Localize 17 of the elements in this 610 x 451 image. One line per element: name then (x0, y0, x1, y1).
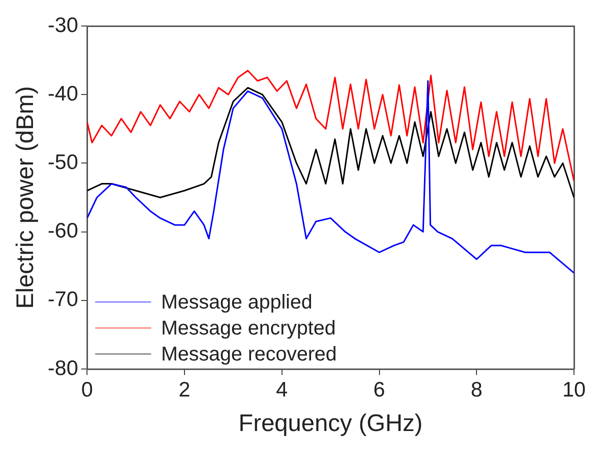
y-tick-label: -80 (48, 356, 78, 380)
y-tick-label: -70 (48, 288, 78, 312)
x-tick-label: 4 (276, 378, 288, 402)
x-tick-label: 10 (562, 378, 586, 402)
x-tick-label: 0 (81, 378, 93, 402)
legend-label: Message recovered (161, 344, 337, 366)
x-tick-label: 8 (470, 378, 482, 402)
y-axis-title: Electric power (dBm) (12, 86, 40, 309)
y-tick-label: -60 (48, 220, 78, 243)
legend-label: Message applied (161, 292, 312, 314)
legend-label: Message encrypted (161, 318, 336, 340)
x-tick-label: 6 (373, 378, 386, 402)
x-axis-title: Frequency (GHz) (238, 410, 423, 438)
y-tick-label: -30 (48, 14, 78, 37)
x-tick-label: 2 (178, 378, 190, 402)
y-tick-label: -50 (48, 150, 78, 174)
y-tick-label: -40 (48, 82, 78, 106)
